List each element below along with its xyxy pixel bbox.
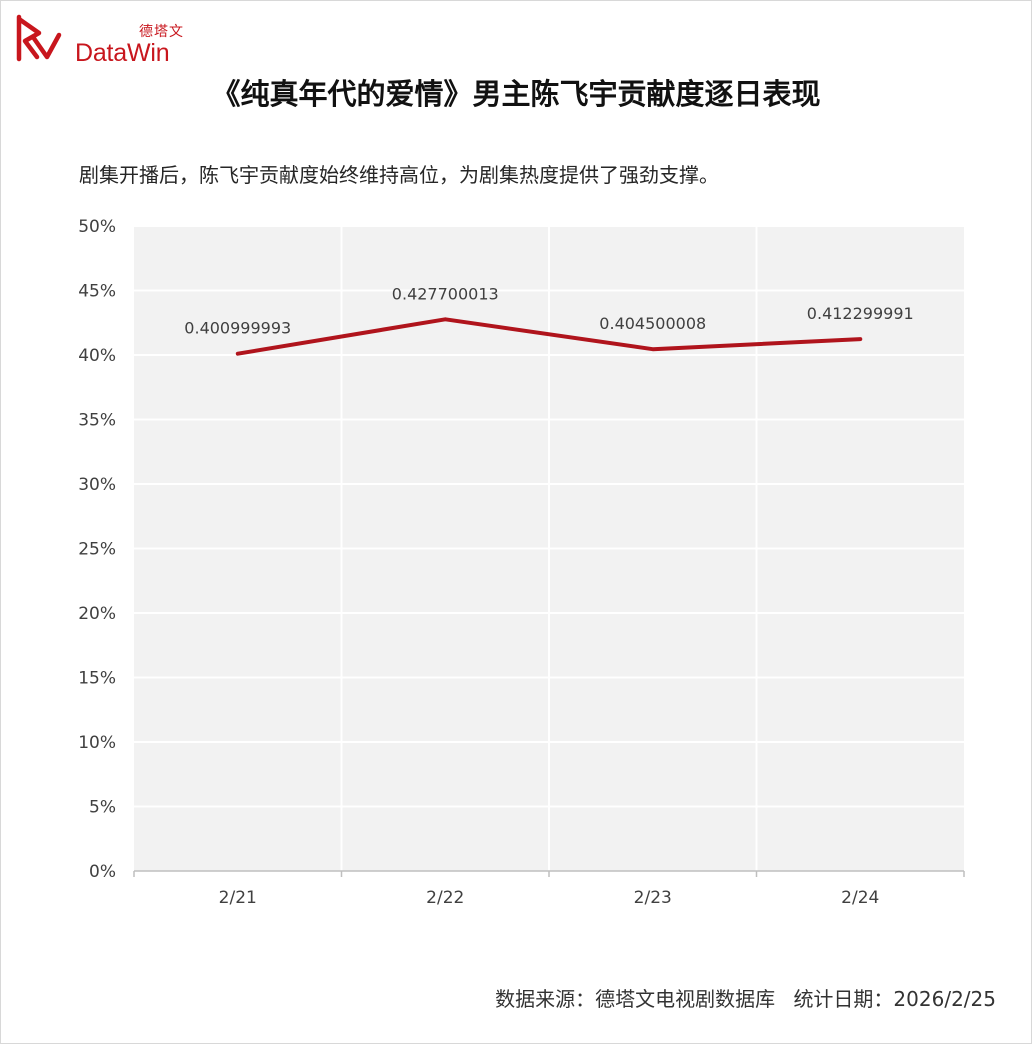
line-chart: 0% 5% 10% 15% 20% 25% 30% 35% 40% 45% 50% 2/21 2/22… <box>78 217 965 908</box>
y-tick-label: 5% <box>89 798 116 818</box>
y-tick-label: 10% <box>78 733 116 753</box>
data-label: 0.400999993 <box>184 319 291 338</box>
data-source-text: 数据来源：德塔文电视剧数据库 <box>495 987 776 1011</box>
data-labels: 0.400999993 0.427700013 0.404500008 0.41229… <box>184 284 913 337</box>
datawin-logo: 德塔文 DataWin <box>13 13 188 67</box>
series-line <box>235 317 863 356</box>
data-label: 0.404500008 <box>599 314 706 333</box>
x-tick-label: 2/24 <box>841 888 879 908</box>
y-tick-label: 25% <box>78 540 116 560</box>
y-tick-label: 50% <box>78 217 116 237</box>
y-axis-tick-labels: 0% 5% 10% 15% 20% 25% 30% 35% 40% 45% 50% <box>78 217 116 882</box>
x-tick-label: 2/23 <box>634 888 672 908</box>
y-tick-label: 15% <box>78 669 116 689</box>
brand-name-en: DataWin <box>75 39 170 67</box>
datawin-logo-icon <box>16 14 62 62</box>
y-tick-label: 35% <box>78 411 116 431</box>
stat-date-text: 统计日期：2026/2/25 <box>793 987 996 1011</box>
data-label: 0.427700013 <box>392 284 499 303</box>
y-tick-label: 20% <box>78 604 116 624</box>
chart-title: 《纯真年代的爱情》男主陈飞宇贡献度逐日表现 <box>211 77 821 111</box>
y-tick-label: 0% <box>89 862 116 882</box>
x-axis-tick-labels: 2/21 2/22 2/23 2/24 <box>219 888 880 908</box>
y-tick-label: 30% <box>78 475 116 495</box>
brand-name-cn: 德塔文 <box>139 24 184 40</box>
x-tick-label: 2/22 <box>426 888 464 908</box>
y-tick-label: 40% <box>78 346 116 366</box>
x-tick-label: 2/21 <box>219 888 257 908</box>
footer-source: 数据来源：德塔文电视剧数据库 统计日期：2026/2/25 <box>495 983 996 1012</box>
data-label: 0.412299991 <box>807 304 914 323</box>
x-axis <box>133 870 965 877</box>
y-tick-label: 45% <box>78 282 116 302</box>
chart-subtitle: 剧集开播后，陈飞宇贡献度始终维持高位，为剧集热度提供了强劲支撑。 <box>79 163 719 187</box>
